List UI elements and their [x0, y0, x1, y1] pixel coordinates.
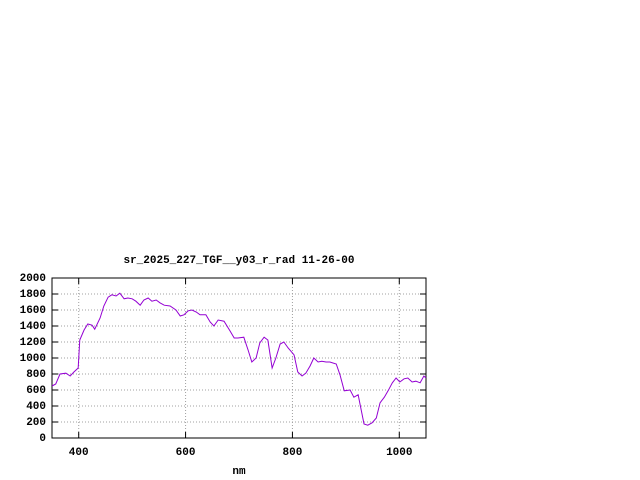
y-tick-label: 800	[26, 369, 46, 381]
chart-title: sr_2025_227_TGF__y03_r_rad 11-26-00	[123, 255, 354, 267]
y-tick-label: 1400	[20, 321, 46, 333]
y-tick-label: 200	[26, 417, 46, 429]
plot-border	[51, 277, 427, 439]
y-tick-label: 1800	[20, 289, 46, 301]
x-tick-label: 800	[283, 447, 303, 459]
y-tick-label: 1200	[20, 337, 46, 349]
y-tick-label: 1000	[20, 353, 46, 365]
y-tick-label: 600	[26, 385, 46, 397]
x-tick-label: 400	[69, 447, 89, 459]
y-tick-label: 0	[39, 433, 46, 445]
y-tick-label: 1600	[20, 305, 46, 317]
x-axis-label: nm	[232, 466, 246, 478]
x-tick-label: 1000	[386, 447, 412, 459]
y-tick-label: 2000	[20, 273, 46, 285]
data-line	[51, 292, 427, 426]
x-tick-label: 600	[176, 447, 196, 459]
y-tick-label: 400	[26, 401, 46, 413]
